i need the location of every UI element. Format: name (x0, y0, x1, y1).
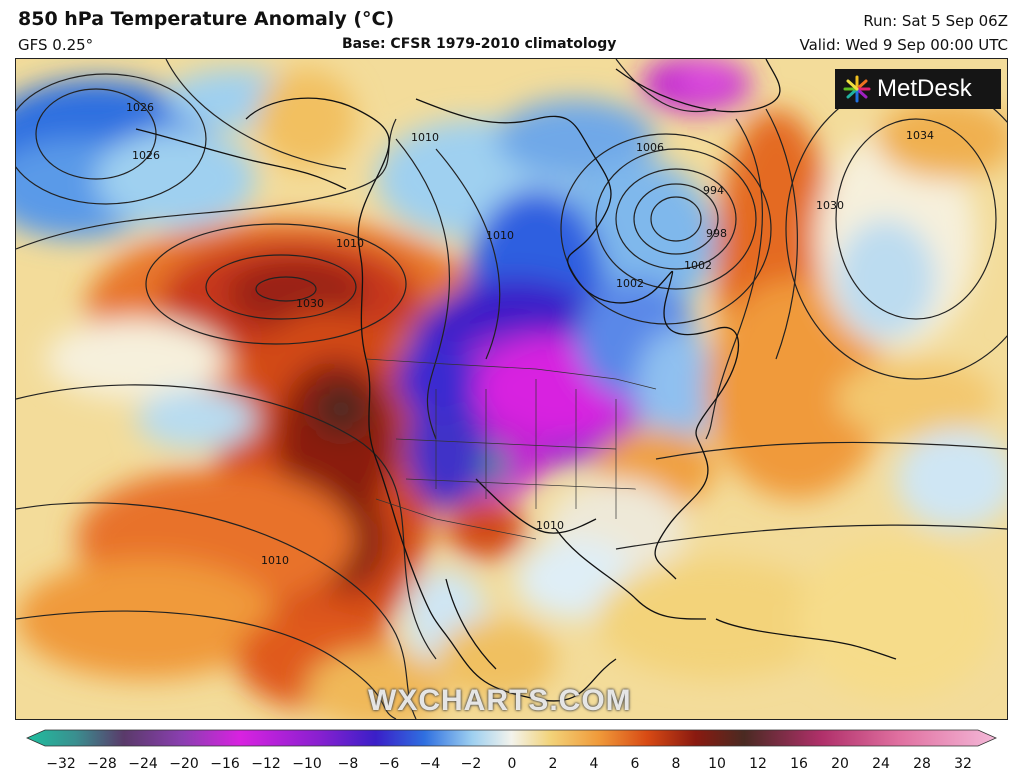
colorbar-tick-label: −12 (251, 756, 281, 772)
colorbar-bar (26, 729, 997, 747)
colorbar-tick-label: 4 (590, 756, 599, 772)
colorbar-tick-label: −2 (461, 756, 482, 772)
colorbar-tick-label: −4 (420, 756, 441, 772)
climatology-base-label: Base: CFSR 1979-2010 climatology (342, 36, 617, 52)
isobar-label: 1010 (486, 229, 514, 242)
colorbar-tick-label: 10 (708, 756, 726, 772)
isobar-label: 1010 (336, 237, 364, 250)
run-time-label: Run: Sat 5 Sep 06Z (863, 12, 1008, 30)
colorbar-tick-label: 16 (790, 756, 808, 772)
colorbar-tick-label: −10 (292, 756, 322, 772)
starburst-logo-icon (843, 75, 871, 103)
colorbar-tick-label: 12 (749, 756, 767, 772)
colorbar-tick-label: 24 (872, 756, 890, 772)
map-canvas: 1026 1026 1030 1010 1010 1034 1030 1010 994 998 10… (16, 59, 1007, 719)
colorbar-tick-label: 8 (672, 756, 681, 772)
isobar-label: 1034 (906, 129, 934, 142)
colorbar: −32 −28 −24 −20 −16 −12 −10 −8 −6 −4 −2 0 2 4 6 8 10 12 16… (26, 729, 997, 772)
model-label: GFS 0.25° (18, 36, 94, 54)
isobar-label: 1026 (132, 149, 160, 162)
isobar-label: 1002 (616, 277, 644, 290)
colorbar-tick-label: −8 (338, 756, 359, 772)
isobar-label: 1006 (636, 141, 664, 154)
colorbar-tick-label: 28 (913, 756, 931, 772)
isobar-label: 1010 (261, 554, 289, 567)
watermark: WXCHARTS.COM (368, 684, 632, 717)
colorbar-tick-label: −28 (87, 756, 117, 772)
valid-time-label: Valid: Wed 9 Sep 00:00 UTC (799, 36, 1008, 54)
isobar-labels: 1026 1026 1030 1010 1010 1034 1030 1010 994 998 10… (126, 101, 934, 567)
colorbar-tick-label: −32 (46, 756, 76, 772)
colorbar-tick-label: −6 (379, 756, 400, 772)
chart-title: 850 hPa Temperature Anomaly (°C) (18, 8, 395, 30)
logo-text: MetDesk (877, 75, 972, 102)
isobar-label: 994 (703, 184, 724, 197)
metdesk-logo: MetDesk (835, 69, 1001, 109)
coastlines (135, 59, 897, 702)
colorbar-tick-label: −20 (169, 756, 199, 772)
colorbar-tick-label: 20 (831, 756, 849, 772)
colorbar-tick-label: −24 (128, 756, 158, 772)
isobar-label: 998 (706, 227, 727, 240)
anomaly-shading (16, 59, 1007, 719)
political-borders (365, 358, 657, 540)
isobar-label: 1010 (536, 519, 564, 532)
isobar-label: 1026 (126, 101, 154, 114)
isobar-label: 1010 (411, 131, 439, 144)
colorbar-ticks: −32 −28 −24 −20 −16 −12 −10 −8 −6 −4 −2 0 2 4 6 8 10 12 16… (46, 756, 972, 772)
isobar-label: 1030 (816, 199, 844, 212)
isobar-label: 1030 (296, 297, 324, 310)
colorbar-tick-label: 0 (508, 756, 517, 772)
colorbar-tick-label: −16 (210, 756, 240, 772)
anomaly-map: 1026 1026 1030 1010 1010 1034 1030 1010 994 998 10… (15, 58, 1008, 720)
colorbar-tick-label: 6 (631, 756, 640, 772)
colorbar-tick-label: 2 (549, 756, 558, 772)
colorbar-tick-label: 32 (954, 756, 972, 772)
isobar-label: 1002 (684, 259, 712, 272)
